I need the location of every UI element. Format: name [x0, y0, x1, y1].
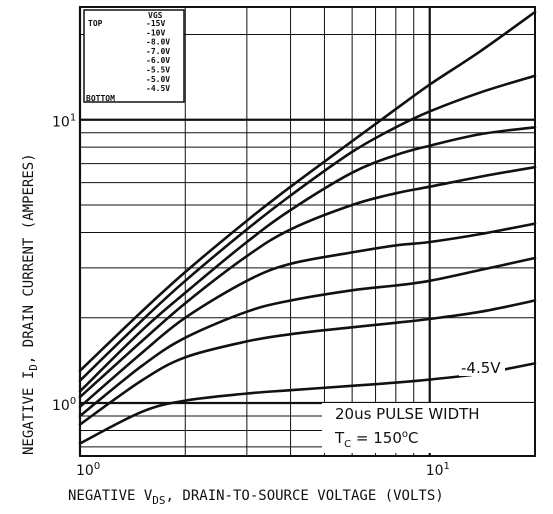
x-tick-label: 101 [426, 461, 450, 479]
x-axis-label-suffix: , DRAIN-TO-SOURCE VOLTAGE (VOLTS) [166, 488, 444, 504]
series-curve-7 [78, 362, 537, 445]
legend-entry: -4.5V [146, 84, 170, 93]
plot-frame [79, 6, 536, 457]
y-tick-label: 101 [52, 113, 76, 131]
legend-box [83, 9, 185, 103]
y-axis-label-prefix: NEGATIVE I [21, 371, 37, 455]
legend-header: VGS [148, 11, 163, 20]
legend-entry: -10V [146, 28, 165, 37]
pulse-width-label: 20us PULSE WIDTH [335, 405, 480, 423]
temperature-label: TC = 150oC [334, 429, 419, 450]
y-axis-label-sub: D [27, 364, 40, 371]
series-curve-0 [78, 10, 537, 372]
temp-sub: C [344, 439, 351, 450]
series-curve-1 [78, 74, 537, 382]
legend: VGS TOP BOTTOM -15V-10V-8.0V-7.0V-6.0V-5… [83, 9, 185, 103]
series-curve-3 [78, 165, 537, 399]
series-curve-5 [78, 256, 537, 418]
curve-label-4-5v: -4.5V [461, 359, 501, 377]
series-curve-2 [78, 126, 537, 393]
y-axis-label-suffix: , DRAIN CURRENT (AMPERES) [21, 153, 37, 364]
x-axis-label: NEGATIVE VDS, DRAIN-TO-SOURCE VOLTAGE (V… [68, 488, 444, 507]
legend-entry: -5.5V [146, 66, 170, 75]
legend-entry: -15V [146, 19, 165, 28]
curve-label-bg [459, 360, 505, 376]
series-curve-6 [78, 299, 537, 426]
x-axis-label-sub: DS [152, 494, 165, 507]
y-tick-labels: 100 101 [52, 113, 76, 414]
y-axis-label: NEGATIVE ID, DRAIN CURRENT (AMPERES) [21, 153, 40, 455]
x-axis-label-prefix: NEGATIVE V [68, 488, 153, 504]
legend-entries: -15V-10V-8.0V-7.0V-6.0V-5.5V-5.0V-4.5V [146, 19, 170, 93]
x-tick-label: 100 [76, 461, 100, 479]
series-curves [78, 10, 537, 445]
series-curve-4 [78, 222, 537, 409]
temp-eq: = 150 [351, 429, 402, 447]
legend-entry: -7.0V [146, 47, 170, 56]
temp-deg: o [402, 429, 408, 440]
legend-entry: -5.0V [146, 75, 170, 84]
temp-unit: C [408, 429, 418, 447]
legend-top-label: TOP [88, 19, 103, 28]
legend-entry: -6.0V [146, 56, 170, 65]
legend-entry: -8.0V [146, 38, 170, 47]
annotations: 20us PULSE WIDTH TC = 150oC -4.5V [322, 359, 534, 453]
x-tick-labels: 100 101 [76, 461, 450, 479]
y-tick-label: 100 [52, 396, 76, 414]
legend-bottom-label: BOTTOM [86, 94, 115, 103]
temp-prefix: T [334, 429, 345, 447]
annotation-background [322, 403, 534, 453]
